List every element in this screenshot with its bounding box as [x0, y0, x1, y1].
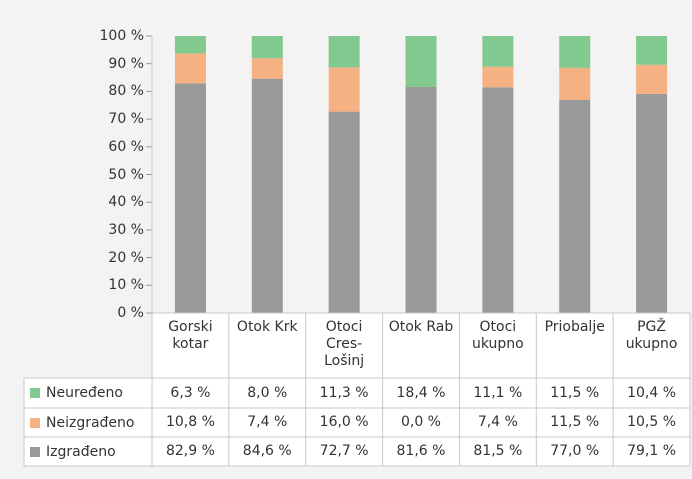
table-value: 79,1 % [627, 443, 677, 459]
bar-segment [559, 67, 591, 100]
table-value: 11,3 % [319, 384, 369, 401]
legend-label: Neuređeno [46, 385, 123, 401]
category-label: Otok Krk [236, 319, 298, 335]
bar-segment [559, 99, 591, 314]
table-value: 7,4 % [247, 414, 288, 430]
y-tick-label: 80 % [108, 83, 144, 100]
table-value: 82,9 % [165, 443, 215, 459]
category-label: Otok Rab [388, 319, 454, 335]
bar-segment [559, 36, 591, 68]
y-tick-label: 40 % [108, 194, 144, 211]
table-value: 81,6 % [396, 443, 446, 459]
bar-segment [328, 111, 360, 313]
bar-segment [251, 36, 283, 59]
bar-segment [174, 53, 206, 84]
legend-entry: Neuređeno [30, 378, 123, 408]
table-value: 77,0 % [550, 443, 600, 459]
legend-label: Izgrađeno [46, 443, 116, 460]
bar-segment [328, 36, 360, 68]
bar-segment [482, 36, 514, 67]
bar-segment [405, 86, 437, 313]
y-tick-label: 30 % [108, 221, 144, 238]
y-tick-label: 0 % [117, 305, 144, 321]
table-value: 11,5 % [550, 414, 600, 430]
table-value: 84,6 % [242, 443, 292, 459]
category-label: PGŽ ukupno [625, 319, 678, 352]
category-label: Otoci ukupno [471, 319, 524, 352]
table-bg [24, 378, 152, 466]
bar-segment [251, 58, 283, 79]
table-value: 6,3 % [170, 384, 211, 401]
table-value: 81,5 % [473, 443, 523, 459]
table-value: 0,0 % [400, 414, 441, 430]
bar-segment [636, 36, 668, 65]
bar-segment [636, 93, 668, 313]
table-value: 16,0 % [319, 414, 369, 430]
y-tick-label: 100 % [99, 28, 144, 44]
table-value: 10,8 % [165, 414, 215, 430]
y-tick-label: 10 % [108, 277, 144, 294]
legend-label: Neizgrađeno [46, 414, 135, 431]
bar-segment [251, 78, 283, 314]
legend-swatch [30, 388, 40, 398]
y-tick-label: 60 % [108, 138, 144, 155]
table-value: 8,0 % [247, 384, 288, 401]
y-tick-label: 70 % [108, 111, 144, 128]
y-tick-label: 50 % [108, 166, 144, 183]
table-value: 72,7 % [319, 443, 369, 459]
legend-swatch [30, 417, 40, 428]
y-tick-label: 20 % [108, 249, 144, 266]
bar-segment [174, 83, 206, 313]
bar-segment [174, 36, 206, 54]
table-value: 11,5 % [550, 384, 600, 401]
bar-segment [482, 66, 514, 88]
legend-entry: Izgrađeno [30, 437, 116, 466]
bar-segment [328, 67, 360, 112]
category-label: Priobalje [544, 319, 605, 335]
y-tick-label: 90 % [108, 55, 144, 72]
table-value: 10,4 % [627, 384, 677, 401]
bar-segment [636, 64, 668, 94]
category-label: Otoci Cres-Lošinj [324, 319, 365, 369]
bar-segment [405, 36, 437, 87]
table-value: 10,5 % [627, 414, 677, 430]
table-value: 18,4 % [396, 384, 446, 401]
bar-segment [482, 87, 514, 314]
table-value: 7,4 % [477, 414, 518, 430]
category-label: Gorski kotar [168, 319, 213, 352]
legend-entry: Neizgrađeno [30, 408, 134, 437]
legend-swatch [30, 446, 40, 457]
table-bg [152, 313, 690, 466]
table-value: 11,1 % [473, 384, 523, 401]
